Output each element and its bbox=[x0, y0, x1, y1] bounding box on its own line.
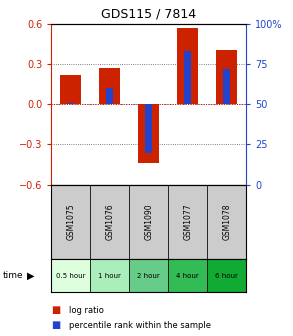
Bar bbox=[106, 88, 113, 104]
Text: GSM1076: GSM1076 bbox=[105, 203, 114, 240]
Text: percentile rank within the sample: percentile rank within the sample bbox=[69, 321, 211, 330]
Text: GSM1075: GSM1075 bbox=[66, 203, 75, 240]
Title: GDS115 / 7814: GDS115 / 7814 bbox=[101, 8, 196, 21]
Text: 0.5 hour: 0.5 hour bbox=[56, 272, 86, 279]
Bar bbox=[207, 259, 246, 292]
Text: ■: ■ bbox=[51, 305, 61, 316]
Text: 6 hour: 6 hour bbox=[215, 272, 238, 279]
Bar bbox=[67, 102, 74, 104]
Bar bbox=[145, 104, 152, 153]
Bar bbox=[90, 259, 129, 292]
Text: GSM1077: GSM1077 bbox=[183, 203, 192, 240]
Bar bbox=[129, 259, 168, 292]
Bar bbox=[168, 185, 207, 259]
Text: GSM1078: GSM1078 bbox=[222, 204, 231, 240]
Text: 4 hour: 4 hour bbox=[176, 272, 199, 279]
Text: time: time bbox=[3, 271, 23, 280]
Bar bbox=[138, 104, 159, 163]
Bar bbox=[99, 68, 120, 104]
Bar bbox=[184, 51, 191, 104]
Bar bbox=[51, 185, 90, 259]
Bar bbox=[216, 50, 237, 104]
Bar bbox=[60, 75, 81, 104]
Text: GSM1090: GSM1090 bbox=[144, 203, 153, 240]
Bar bbox=[177, 28, 198, 104]
Bar bbox=[168, 259, 207, 292]
Bar bbox=[129, 185, 168, 259]
Bar bbox=[223, 69, 230, 104]
Bar bbox=[51, 259, 90, 292]
Text: 2 hour: 2 hour bbox=[137, 272, 160, 279]
Text: ■: ■ bbox=[51, 320, 61, 330]
Bar bbox=[207, 185, 246, 259]
Text: log ratio: log ratio bbox=[69, 306, 104, 315]
Bar bbox=[90, 185, 129, 259]
Text: 1 hour: 1 hour bbox=[98, 272, 121, 279]
Text: ▶: ▶ bbox=[27, 270, 35, 281]
